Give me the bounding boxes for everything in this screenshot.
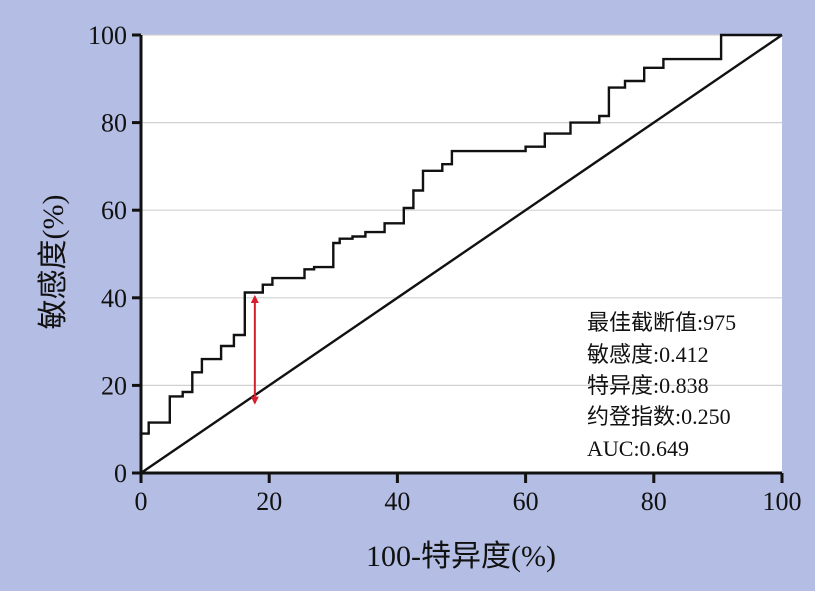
axes	[139, 35, 782, 475]
y-tick-label-60: 60	[101, 196, 127, 225]
roc-curve	[139, 33, 782, 473]
y-tick-label-20: 20	[101, 371, 127, 400]
x-tick-label-80: 80	[641, 487, 667, 516]
series-layer	[139, 33, 783, 474]
y-tick-labels: 0 20 40 60 80 100	[88, 21, 127, 488]
x-tick-label-0: 0	[135, 487, 148, 516]
x-tick-label-60: 60	[513, 487, 539, 516]
annotation-youden: 约登指数:0.250	[587, 404, 731, 429]
y-tick-label-100: 100	[88, 21, 127, 50]
x-tick-label-40: 40	[384, 487, 410, 516]
annotation-cutoff: 最佳截断值:975	[587, 310, 736, 335]
x-tick-labels: 0 20 40 60 80 100	[135, 487, 802, 516]
y-tick-label-80: 80	[101, 109, 127, 138]
x-axis-title: 100-特异度(%)	[366, 540, 556, 573]
annotation-box: 最佳截断值:975 敏感度:0.412 特异度:0.838 约登指数:0.250…	[587, 310, 736, 461]
x-tick-label-100: 100	[763, 487, 802, 516]
y-tick-label-40: 40	[101, 284, 127, 313]
y-tick-label-0: 0	[114, 459, 127, 488]
y-axis-title: 敏感度(%)	[37, 195, 70, 330]
reference-diagonal	[140, 34, 783, 474]
gridlines	[141, 34, 782, 386]
annotation-sensitivity: 敏感度:0.412	[587, 342, 709, 367]
annotation-auc: AUC:0.649	[587, 436, 689, 461]
x-tick-label-20: 20	[256, 487, 282, 516]
annotation-specificity: 特异度:0.838	[587, 373, 709, 398]
